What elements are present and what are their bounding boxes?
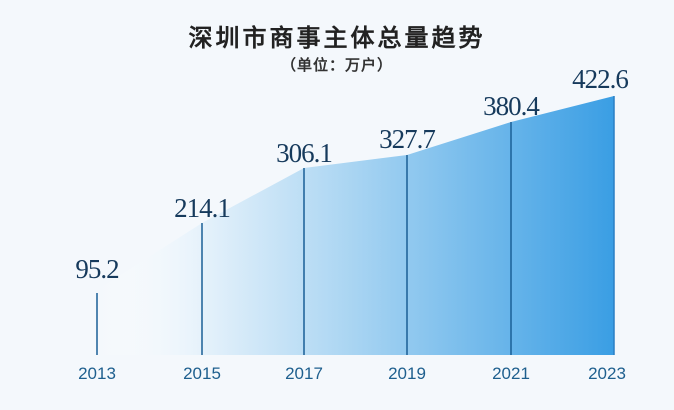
value-lines <box>96 96 615 355</box>
value-label-2017: 306.1 <box>276 138 333 168</box>
x-tick-2019: 2019 <box>388 364 426 383</box>
value-label-2021: 380.4 <box>483 91 540 121</box>
x-tick-2015: 2015 <box>183 364 221 383</box>
x-tick-2021: 2021 <box>492 364 530 383</box>
x-tick-2023: 2023 <box>588 364 626 383</box>
area-fill <box>97 96 614 355</box>
chart-subtitle: （单位：万户） <box>280 56 393 74</box>
value-label-2023: 422.6 <box>572 64 629 94</box>
value-label-2013: 95.2 <box>75 254 119 284</box>
x-tick-2013: 2013 <box>78 364 116 383</box>
chart-title: 深圳市商事主体总量趋势 <box>188 24 486 52</box>
x-tick-2017: 2017 <box>285 364 323 383</box>
value-label-2019: 327.7 <box>379 124 436 154</box>
value-label-2015: 214.1 <box>174 193 231 223</box>
